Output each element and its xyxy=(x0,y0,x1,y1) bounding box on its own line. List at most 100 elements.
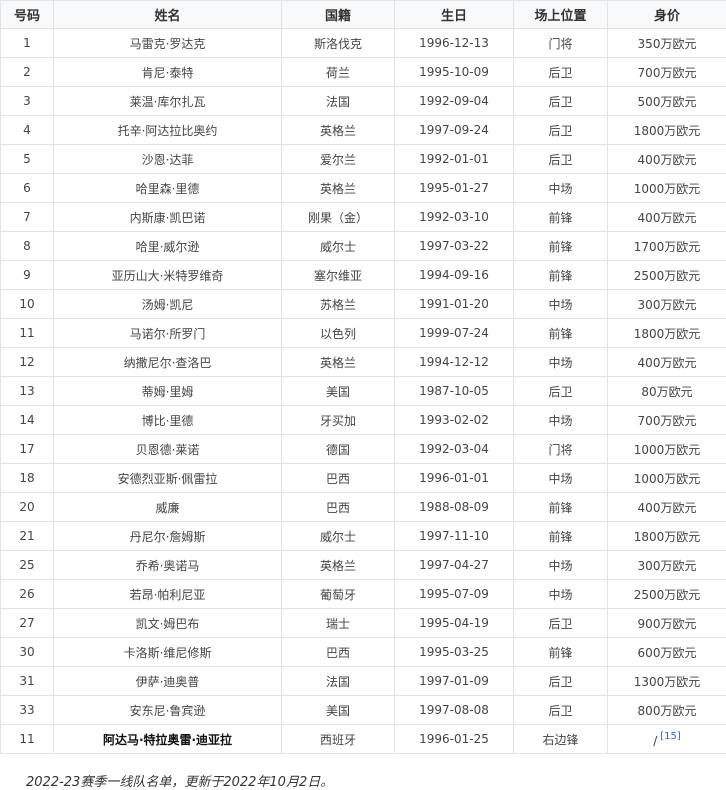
player-number-text: 11 xyxy=(19,732,35,746)
player-position-text: 前锋 xyxy=(548,500,573,515)
player-value-text: / xyxy=(653,733,658,748)
player-name-text: 莱温·库尔扎瓦 xyxy=(129,94,206,109)
player-number-text: 2 xyxy=(23,65,31,79)
player-birthday: 1992-03-10 xyxy=(394,202,514,232)
player-number: 13 xyxy=(0,376,54,406)
player-birthday-text: 1994-09-16 xyxy=(419,268,489,282)
player-number: 1 xyxy=(0,28,54,58)
player-birthday: 1997-01-09 xyxy=(394,666,514,696)
player-nationality: 巴西 xyxy=(281,463,395,493)
player-birthday-text: 1995-01-27 xyxy=(419,181,489,195)
player-nationality: 法国 xyxy=(281,666,395,696)
player-name-text: 内斯康·凯巴诺 xyxy=(129,210,206,225)
player-birthday-text: 1997-04-27 xyxy=(419,558,489,572)
player-value: 1000万欧元 xyxy=(607,463,726,493)
player-nationality-text: 荷兰 xyxy=(325,65,350,80)
player-nationality-text: 英格兰 xyxy=(319,355,356,370)
player-value: 1800万欧元 xyxy=(607,521,726,551)
player-birthday: 1992-01-01 xyxy=(394,144,514,174)
player-value-text: 350万欧元 xyxy=(637,36,697,51)
player-value: 300万欧元 xyxy=(607,550,726,580)
player-number: 26 xyxy=(0,579,54,609)
player-name: 沙恩·达菲 xyxy=(53,144,282,174)
table-row: 17 贝恩德·莱诺 德国 1992-03-04 门将 1000万欧元 xyxy=(0,434,726,464)
table-row: 3 莱温·库尔扎瓦 法国 1992-09-04 后卫 500万欧元 xyxy=(0,86,726,116)
player-birthday-text: 1997-03-22 xyxy=(419,239,489,253)
player-name: 哈里·威尔逊 xyxy=(53,231,282,261)
player-name: 威廉 xyxy=(53,492,282,522)
player-position: 后卫 xyxy=(513,115,608,145)
player-position: 前锋 xyxy=(513,231,608,261)
player-number-text: 17 xyxy=(19,442,35,456)
player-value-text: 1800万欧元 xyxy=(633,326,701,341)
player-birthday: 1995-10-09 xyxy=(394,57,514,87)
player-position-text: 后卫 xyxy=(548,94,573,109)
player-number: 33 xyxy=(0,695,54,725)
player-value-text: 400万欧元 xyxy=(637,152,697,167)
player-position-text: 后卫 xyxy=(548,384,573,399)
reference-link[interactable]: [15] xyxy=(660,730,681,742)
player-number-text: 9 xyxy=(23,268,31,282)
player-position: 右边锋 xyxy=(513,724,608,754)
player-position: 前锋 xyxy=(513,318,608,348)
player-birthday-text: 1996-12-13 xyxy=(419,36,489,50)
player-number-text: 31 xyxy=(19,674,35,688)
player-position: 后卫 xyxy=(513,695,608,725)
player-birthday: 1994-12-12 xyxy=(394,347,514,377)
player-nationality: 爱尔兰 xyxy=(281,144,395,174)
player-nationality-text: 以色列 xyxy=(319,326,356,341)
header-position: 场上位置 xyxy=(513,0,608,29)
player-nationality-text: 英格兰 xyxy=(319,123,356,138)
player-birthday: 1987-10-05 xyxy=(394,376,514,406)
player-number: 30 xyxy=(0,637,54,667)
player-birthday-text: 1987-10-05 xyxy=(419,384,489,398)
player-number-text: 12 xyxy=(19,355,35,369)
player-value-text: 1000万欧元 xyxy=(633,471,701,486)
player-birthday-text: 1988-08-09 xyxy=(419,500,489,514)
player-value: 500万欧元 xyxy=(607,86,726,116)
player-nationality: 威尔士 xyxy=(281,521,395,551)
player-birthday: 1994-09-16 xyxy=(394,260,514,290)
player-nationality: 美国 xyxy=(281,376,395,406)
player-nationality-text: 爱尔兰 xyxy=(319,152,356,167)
player-value-text: 700万欧元 xyxy=(637,65,697,80)
player-value: 1000万欧元 xyxy=(607,434,726,464)
player-nationality-text: 威尔士 xyxy=(319,239,356,254)
player-nationality: 巴西 xyxy=(281,492,395,522)
player-nationality-text: 西班牙 xyxy=(319,732,356,747)
table-row: 31 伊萨·迪奥普 法国 1997-01-09 后卫 1300万欧元 xyxy=(0,666,726,696)
player-number-text: 4 xyxy=(23,123,31,137)
player-value-text: 1000万欧元 xyxy=(633,442,701,457)
player-name: 凯文·姆巴布 xyxy=(53,608,282,638)
table-row: 21 丹尼尔·詹姆斯 威尔士 1997-11-10 前锋 1800万欧元 xyxy=(0,521,726,551)
player-position-text: 后卫 xyxy=(548,123,573,138)
player-nationality-text: 葡萄牙 xyxy=(319,587,356,602)
player-nationality-text: 德国 xyxy=(325,442,350,457)
player-value-text: 80万欧元 xyxy=(641,384,693,399)
player-number: 11 xyxy=(0,318,54,348)
player-name-text: 丹尼尔·詹姆斯 xyxy=(129,529,206,544)
player-nationality: 塞尔维亚 xyxy=(281,260,395,290)
player-birthday-text: 1992-09-04 xyxy=(419,94,489,108)
player-nationality-text: 斯洛伐克 xyxy=(313,36,362,51)
player-nationality: 葡萄牙 xyxy=(281,579,395,609)
player-name-text: 威廉 xyxy=(155,500,180,515)
player-value-text: 600万欧元 xyxy=(637,645,697,660)
player-birthday: 1997-04-27 xyxy=(394,550,514,580)
player-value-text: 300万欧元 xyxy=(637,297,697,312)
player-position: 中场 xyxy=(513,405,608,435)
player-birthday: 1988-08-09 xyxy=(394,492,514,522)
player-position: 前锋 xyxy=(513,637,608,667)
player-birthday: 1997-08-08 xyxy=(394,695,514,725)
player-name: 丹尼尔·詹姆斯 xyxy=(53,521,282,551)
player-name-text: 伊萨·迪奥普 xyxy=(135,674,200,689)
player-birthday-text: 1997-09-24 xyxy=(419,123,489,137)
player-name-text: 马雷克·罗达克 xyxy=(129,36,206,51)
player-value-text: 400万欧元 xyxy=(637,355,697,370)
table-row: 25 乔希·奥诺马 英格兰 1997-04-27 中场 300万欧元 xyxy=(0,550,726,580)
player-nationality-text: 巴西 xyxy=(325,645,350,660)
player-name: 莱温·库尔扎瓦 xyxy=(53,86,282,116)
player-birthday-text: 1997-08-08 xyxy=(419,703,489,717)
player-name-text: 阿达马·特拉奥雷·迪亚拉 xyxy=(102,732,233,747)
table-row: 8 哈里·威尔逊 威尔士 1997-03-22 前锋 1700万欧元 xyxy=(0,231,726,261)
